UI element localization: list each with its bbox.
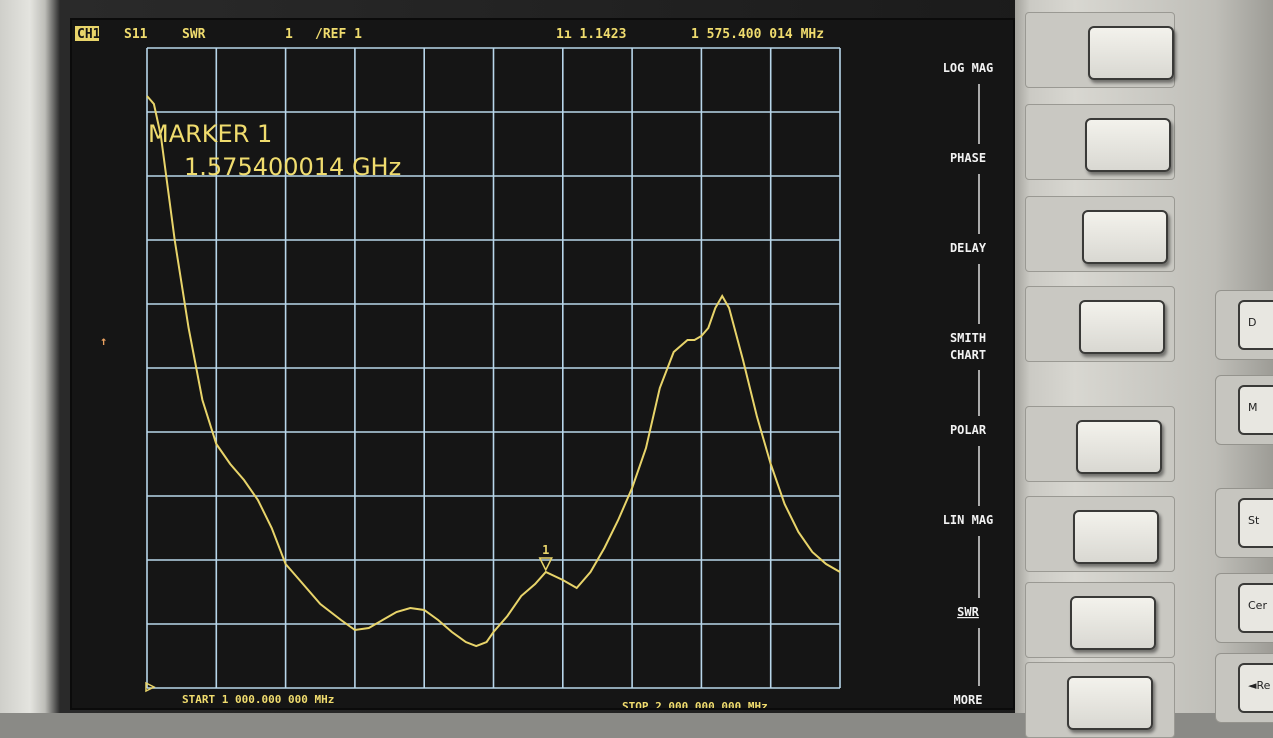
channel-badge (75, 26, 99, 41)
softkey-label-delay: DELAY (950, 241, 987, 255)
softkey-label-swr: SWR (957, 605, 979, 619)
softkey-label-smith-chart: CHART (950, 348, 986, 362)
parameter-label: S11 (124, 27, 148, 42)
softkey-button-phase[interactable] (1085, 118, 1171, 172)
marker-1-indicator: 1 (538, 543, 553, 572)
softkey-labels: LOG MAG PHASE DELAY SMITH CHART POLAR LIN MAG S… (943, 61, 994, 707)
analyzer-display: CH1 S11 SWR 1 /REF 1 1ı 1.1423 1 575.400… (75, 26, 994, 708)
side-button[interactable]: ◄Re (1238, 663, 1273, 713)
stop-frequency: STOP 2 000.000 000 MHz (622, 700, 768, 708)
softkey-label-log-mag: LOG MAG (943, 61, 994, 75)
marker-1-label: 1 (542, 543, 549, 557)
channel-label: CH1 (77, 27, 101, 42)
swr-trace (146, 95, 841, 648)
softkey-label-smith-chart: SMITH (950, 331, 986, 345)
marker-frequency: 1 575.400 014 MHz (691, 27, 824, 42)
softkey-button-delay[interactable] (1082, 210, 1168, 264)
ref-label: /REF 1 (315, 27, 362, 42)
softkey-label-lin-mag: LIN MAG (943, 513, 994, 527)
graticule (146, 47, 841, 689)
softkey-button-lin-mag[interactable] (1073, 510, 1159, 564)
softkey-label-more: MORE (954, 693, 983, 707)
marker-value: 1ı 1.1423 (556, 27, 626, 42)
format-label: SWR (182, 27, 206, 42)
side-button[interactable]: St (1238, 498, 1273, 548)
side-button[interactable]: D (1238, 300, 1273, 350)
scale-label: 1 (285, 27, 293, 42)
softkey-label-phase: PHASE (950, 151, 986, 165)
start-frequency: START 1 000.000 000 MHz (182, 693, 334, 706)
reference-arrow: ↑ (100, 334, 107, 348)
reference-position-marker (145, 681, 156, 693)
marker-readout-frequency: 1.575400014 GHz (184, 153, 401, 181)
side-button[interactable]: Cer (1238, 583, 1273, 633)
softkey-button-smith-chart[interactable] (1079, 300, 1165, 354)
softkey-label-polar: POLAR (950, 423, 987, 437)
softkey-button-more[interactable] (1067, 676, 1153, 730)
marker-readout-title: MARKER 1 (148, 120, 272, 148)
analyzer-screen: CH1 S11 SWR 1 /REF 1 1ı 1.1423 1 575.400… (70, 18, 1015, 710)
softkey-button-log-mag[interactable] (1088, 26, 1174, 80)
softkey-button-polar[interactable] (1076, 420, 1162, 474)
marker-1-triangle (538, 557, 553, 572)
side-button[interactable]: M (1238, 385, 1273, 435)
softkey-button-swr[interactable] (1070, 596, 1156, 650)
